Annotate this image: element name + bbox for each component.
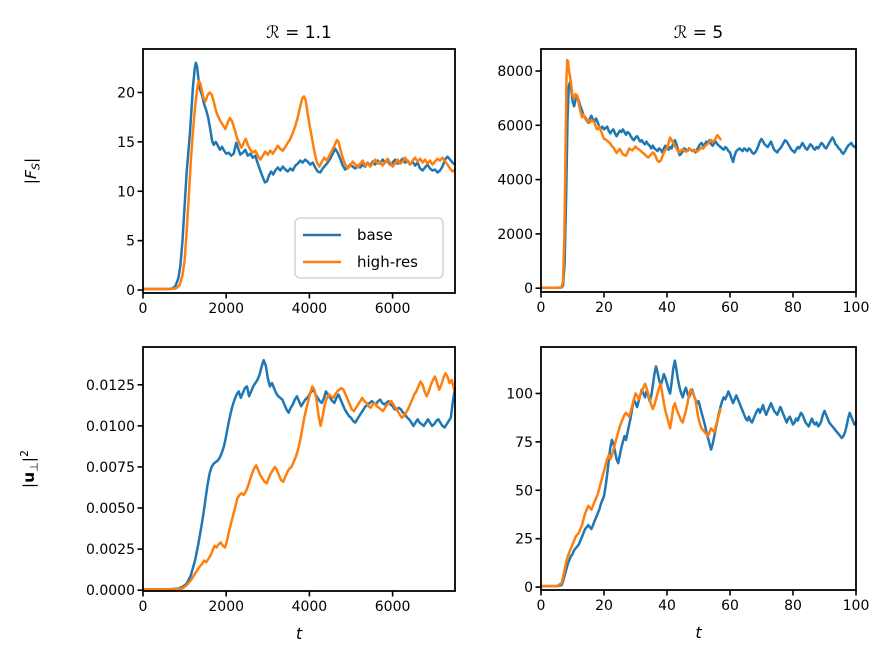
x-tick-label: 40 (658, 598, 676, 614)
x-tick-label: 4000 (292, 301, 328, 317)
series-line-base (540, 80, 857, 290)
series-line-high-res (142, 372, 456, 591)
y-tick-label: 2000 (497, 227, 533, 243)
legend: base high-res (294, 217, 444, 279)
x-tick-label: 6000 (375, 301, 411, 317)
panel-title: ℛ = 5 (674, 23, 723, 43)
legend-label: base (357, 226, 393, 244)
y-tick-label: 25 (515, 532, 533, 548)
y-axis-label: |u⊥|2 (18, 450, 41, 488)
x-tick-label: 100 (843, 598, 870, 614)
y-tick-label: 0.0125 (86, 378, 135, 394)
x-tick-label: 4000 (292, 599, 328, 615)
x-tick-label: 40 (658, 300, 676, 316)
x-axis-label: t (695, 623, 702, 642)
panel-bottom-right: 0 20 40 60 80 100 0 25 50 75 100 t (506, 346, 870, 642)
legend-label: high-res (357, 253, 418, 271)
series-line-base (142, 358, 456, 591)
x-tick-label: 6000 (375, 599, 411, 615)
axes-spines (142, 346, 456, 592)
x-tick-label: 60 (721, 598, 739, 614)
x-axis-label: t (296, 624, 303, 643)
y-tick-label: 50 (515, 483, 533, 499)
panel-top-left: 0 2000 4000 6000 0 5 10 15 20 ℛ = 1.1 |FS| base high… (22, 23, 456, 317)
y-tick-label: 6000 (497, 118, 533, 134)
x-tick-label: 0 (139, 301, 148, 317)
x-tick-label: 0 (139, 599, 148, 615)
series-line-high-res (540, 58, 722, 290)
panel-title: ℛ = 1.1 (266, 23, 332, 43)
panel-bottom-left: 0 2000 4000 6000 0.0000 0.0025 0.0050 0.0075 0.0… (18, 346, 456, 643)
y-tick-label: 0 (126, 283, 135, 299)
y-tick-label: 8000 (497, 64, 533, 80)
series-line-high-res (540, 382, 722, 588)
x-tick-label: 100 (843, 300, 870, 316)
y-tick-label: 20 (117, 85, 135, 101)
axes-spines (540, 346, 857, 591)
y-tick-label: 0 (524, 281, 533, 297)
y-tick-label: 0.0000 (86, 583, 135, 599)
y-tick-label: 5 (126, 234, 135, 250)
y-tick-label: 10 (117, 184, 135, 200)
y-tick-label: 15 (117, 135, 135, 151)
series-line-high-res (142, 79, 456, 291)
x-tick-label: 0 (537, 598, 546, 614)
x-tick-label: 80 (784, 300, 802, 316)
y-tick-label: 0.0100 (86, 419, 135, 435)
panel-top-right: 0 20 40 60 80 100 0 2000 4000 6000 8000 ℛ = 5 (497, 23, 869, 316)
y-tick-label: 0.0025 (86, 542, 135, 558)
x-tick-label: 2000 (208, 599, 244, 615)
x-tick-label: 20 (595, 300, 613, 316)
axes-spines (142, 48, 456, 294)
x-tick-label: 0 (537, 300, 546, 316)
y-tick-label: 4000 (497, 173, 533, 189)
y-tick-label: 0.0050 (86, 501, 135, 517)
y-tick-label: 75 (515, 435, 533, 451)
axes-spines (540, 48, 857, 293)
x-tick-label: 80 (784, 598, 802, 614)
y-tick-label: 100 (506, 386, 533, 402)
y-tick-label: 0.0075 (86, 460, 135, 476)
x-tick-label: 2000 (208, 301, 244, 317)
y-tick-label: 0 (524, 580, 533, 596)
x-tick-label: 20 (595, 598, 613, 614)
y-axis-label: |FS| (22, 158, 43, 184)
x-tick-label: 60 (721, 300, 739, 316)
